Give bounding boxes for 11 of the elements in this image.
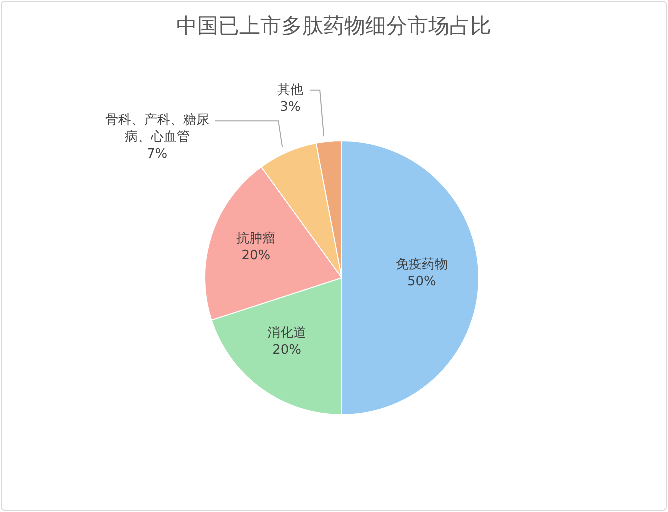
data-label: 7% (147, 146, 168, 162)
data-label: 50% (407, 274, 436, 289)
slice-label: 免疫药物 (396, 257, 448, 272)
data-label: 3% (280, 99, 301, 114)
slice-label: 消化道 (268, 326, 307, 341)
data-label: 20% (272, 342, 302, 358)
data-label: 20% (242, 248, 271, 263)
slice-label: 骨科、产科、糖尿病、心血管 (105, 112, 210, 145)
slice-label: 抗肿瘤 (236, 230, 276, 246)
slice-label: 其他 (277, 82, 304, 98)
chart-title: 中国已上市多肽药物细分市场占比 (176, 13, 492, 40)
